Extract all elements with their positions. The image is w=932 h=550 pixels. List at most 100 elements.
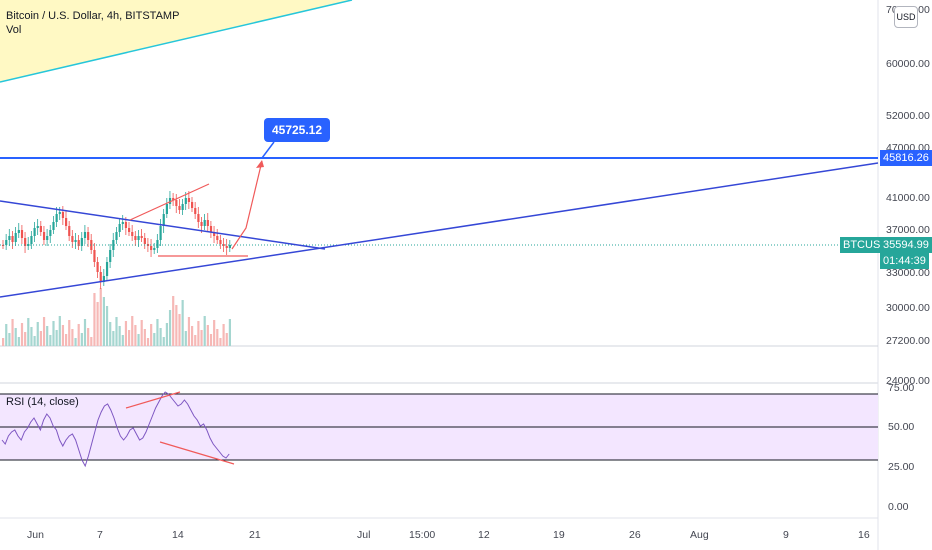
descending-trendline[interactable]	[0, 200, 326, 250]
time-label: 26	[629, 529, 641, 541]
candle-body	[77, 240, 80, 246]
candle-body	[52, 222, 55, 230]
volume-bar	[30, 327, 33, 346]
arrow-head-icon	[256, 160, 264, 168]
rsi-divergence-lower[interactable]	[159, 441, 235, 465]
volume-bar	[99, 288, 102, 346]
volume-bar	[209, 334, 213, 346]
volume-bar	[102, 297, 105, 346]
candle-body	[58, 212, 61, 214]
candle-body	[27, 244, 30, 246]
price-axis[interactable]: 70000.00 60000.00 52000.00 47000.00 4100…	[886, 4, 930, 387]
candle-body	[191, 202, 194, 208]
symbol-title[interactable]: Bitcoin / U.S. Dollar, 4h, BITSTAMP	[6, 10, 180, 22]
time-label: 12	[478, 529, 490, 541]
volume-bar	[216, 329, 219, 346]
volume-bar	[27, 318, 30, 346]
candle-body	[137, 236, 140, 240]
volume-bar	[178, 314, 181, 346]
volume-bar	[68, 320, 71, 346]
volume-bar	[20, 323, 24, 346]
volume-bar	[222, 324, 225, 346]
candle-body	[140, 236, 143, 238]
price-label: 33000.00	[886, 267, 930, 279]
price-label: 30000.00	[886, 302, 930, 314]
countdown-tag: 01:44:39	[880, 253, 929, 269]
last-price-tag: 35594.99	[880, 237, 932, 253]
target-price-callout[interactable]: 45725.12	[264, 118, 330, 142]
time-label: Jul	[357, 529, 370, 541]
candle-body	[105, 262, 109, 276]
volume-bar	[150, 324, 153, 346]
volume-bar	[11, 319, 14, 346]
volume-bar	[58, 316, 61, 346]
candle-body	[96, 262, 99, 272]
volume-bar	[213, 320, 216, 346]
candle-body	[162, 214, 165, 226]
chart-legend: Bitcoin / U.S. Dollar, 4h, BITSTAMP Vol	[6, 9, 179, 37]
rsi-axis[interactable]: 75.00 50.00 25.00 0.00	[888, 382, 914, 513]
volume-bars	[2, 288, 231, 346]
volume-bar	[191, 326, 194, 346]
volume-bar	[109, 322, 112, 346]
volume-bar	[93, 293, 96, 346]
volume-bar	[131, 316, 134, 346]
volume-label[interactable]: Vol	[6, 24, 22, 36]
price-label: 41000.00	[886, 192, 930, 204]
volume-bar	[49, 335, 52, 346]
volume-bar	[137, 334, 140, 346]
candle-body	[61, 212, 65, 218]
candle-body	[203, 220, 206, 226]
candle-body	[121, 222, 124, 224]
candle-body	[222, 244, 225, 246]
volume-bar	[203, 316, 206, 346]
candle-body	[118, 224, 121, 232]
volume-bar	[24, 332, 27, 346]
time-label: 9	[783, 529, 789, 541]
time-label: Aug	[690, 529, 709, 541]
divergence-line-upper[interactable]	[129, 183, 210, 221]
rsi-legend[interactable]: RSI (14, close)	[6, 396, 79, 408]
time-label: 19	[553, 529, 565, 541]
candle-body	[200, 222, 203, 226]
volume-bar	[128, 330, 131, 346]
candle-body	[8, 236, 11, 240]
candle-body	[42, 232, 46, 240]
volume-bar	[71, 329, 74, 346]
volume-bar	[225, 333, 228, 346]
horizontal-level-tag[interactable]: 45816.26	[880, 150, 932, 166]
volume-bar	[112, 331, 115, 346]
volume-bar	[194, 335, 197, 346]
volume-bar	[8, 333, 11, 346]
projection-arrow[interactable]	[231, 160, 263, 250]
symbol-tag: BTCUSD	[840, 237, 892, 253]
channel-line[interactable]	[0, 0, 353, 83]
candle-body	[102, 276, 105, 282]
volume-bar	[36, 322, 39, 346]
currency-button[interactable]: USD	[894, 6, 918, 28]
candle-body	[187, 198, 191, 202]
volume-bar	[172, 296, 175, 346]
ascending-trendline[interactable]	[0, 162, 879, 298]
candle-body	[228, 245, 231, 248]
volume-bar	[87, 328, 90, 346]
candle-body	[24, 238, 27, 246]
volume-bar	[74, 338, 77, 346]
candle-body	[49, 230, 52, 236]
rsi-divergence-upper[interactable]	[125, 391, 181, 409]
candle-body	[165, 204, 168, 214]
volume-bar	[5, 324, 8, 346]
time-axis[interactable]: Jun 7 14 21 Jul 15:00 12 19 26 Aug 9 16	[27, 529, 870, 541]
candle-body	[36, 226, 39, 228]
volume-bar	[83, 319, 87, 346]
rsi-label: 75.00	[888, 382, 914, 394]
volume-bar	[153, 333, 156, 346]
time-label: Jun	[27, 529, 44, 541]
volume-bar	[197, 321, 200, 346]
volume-bar	[115, 317, 118, 346]
volume-bar	[165, 323, 168, 346]
volume-bar	[46, 326, 49, 346]
candle-body	[109, 250, 112, 262]
volume-bar	[17, 337, 20, 346]
